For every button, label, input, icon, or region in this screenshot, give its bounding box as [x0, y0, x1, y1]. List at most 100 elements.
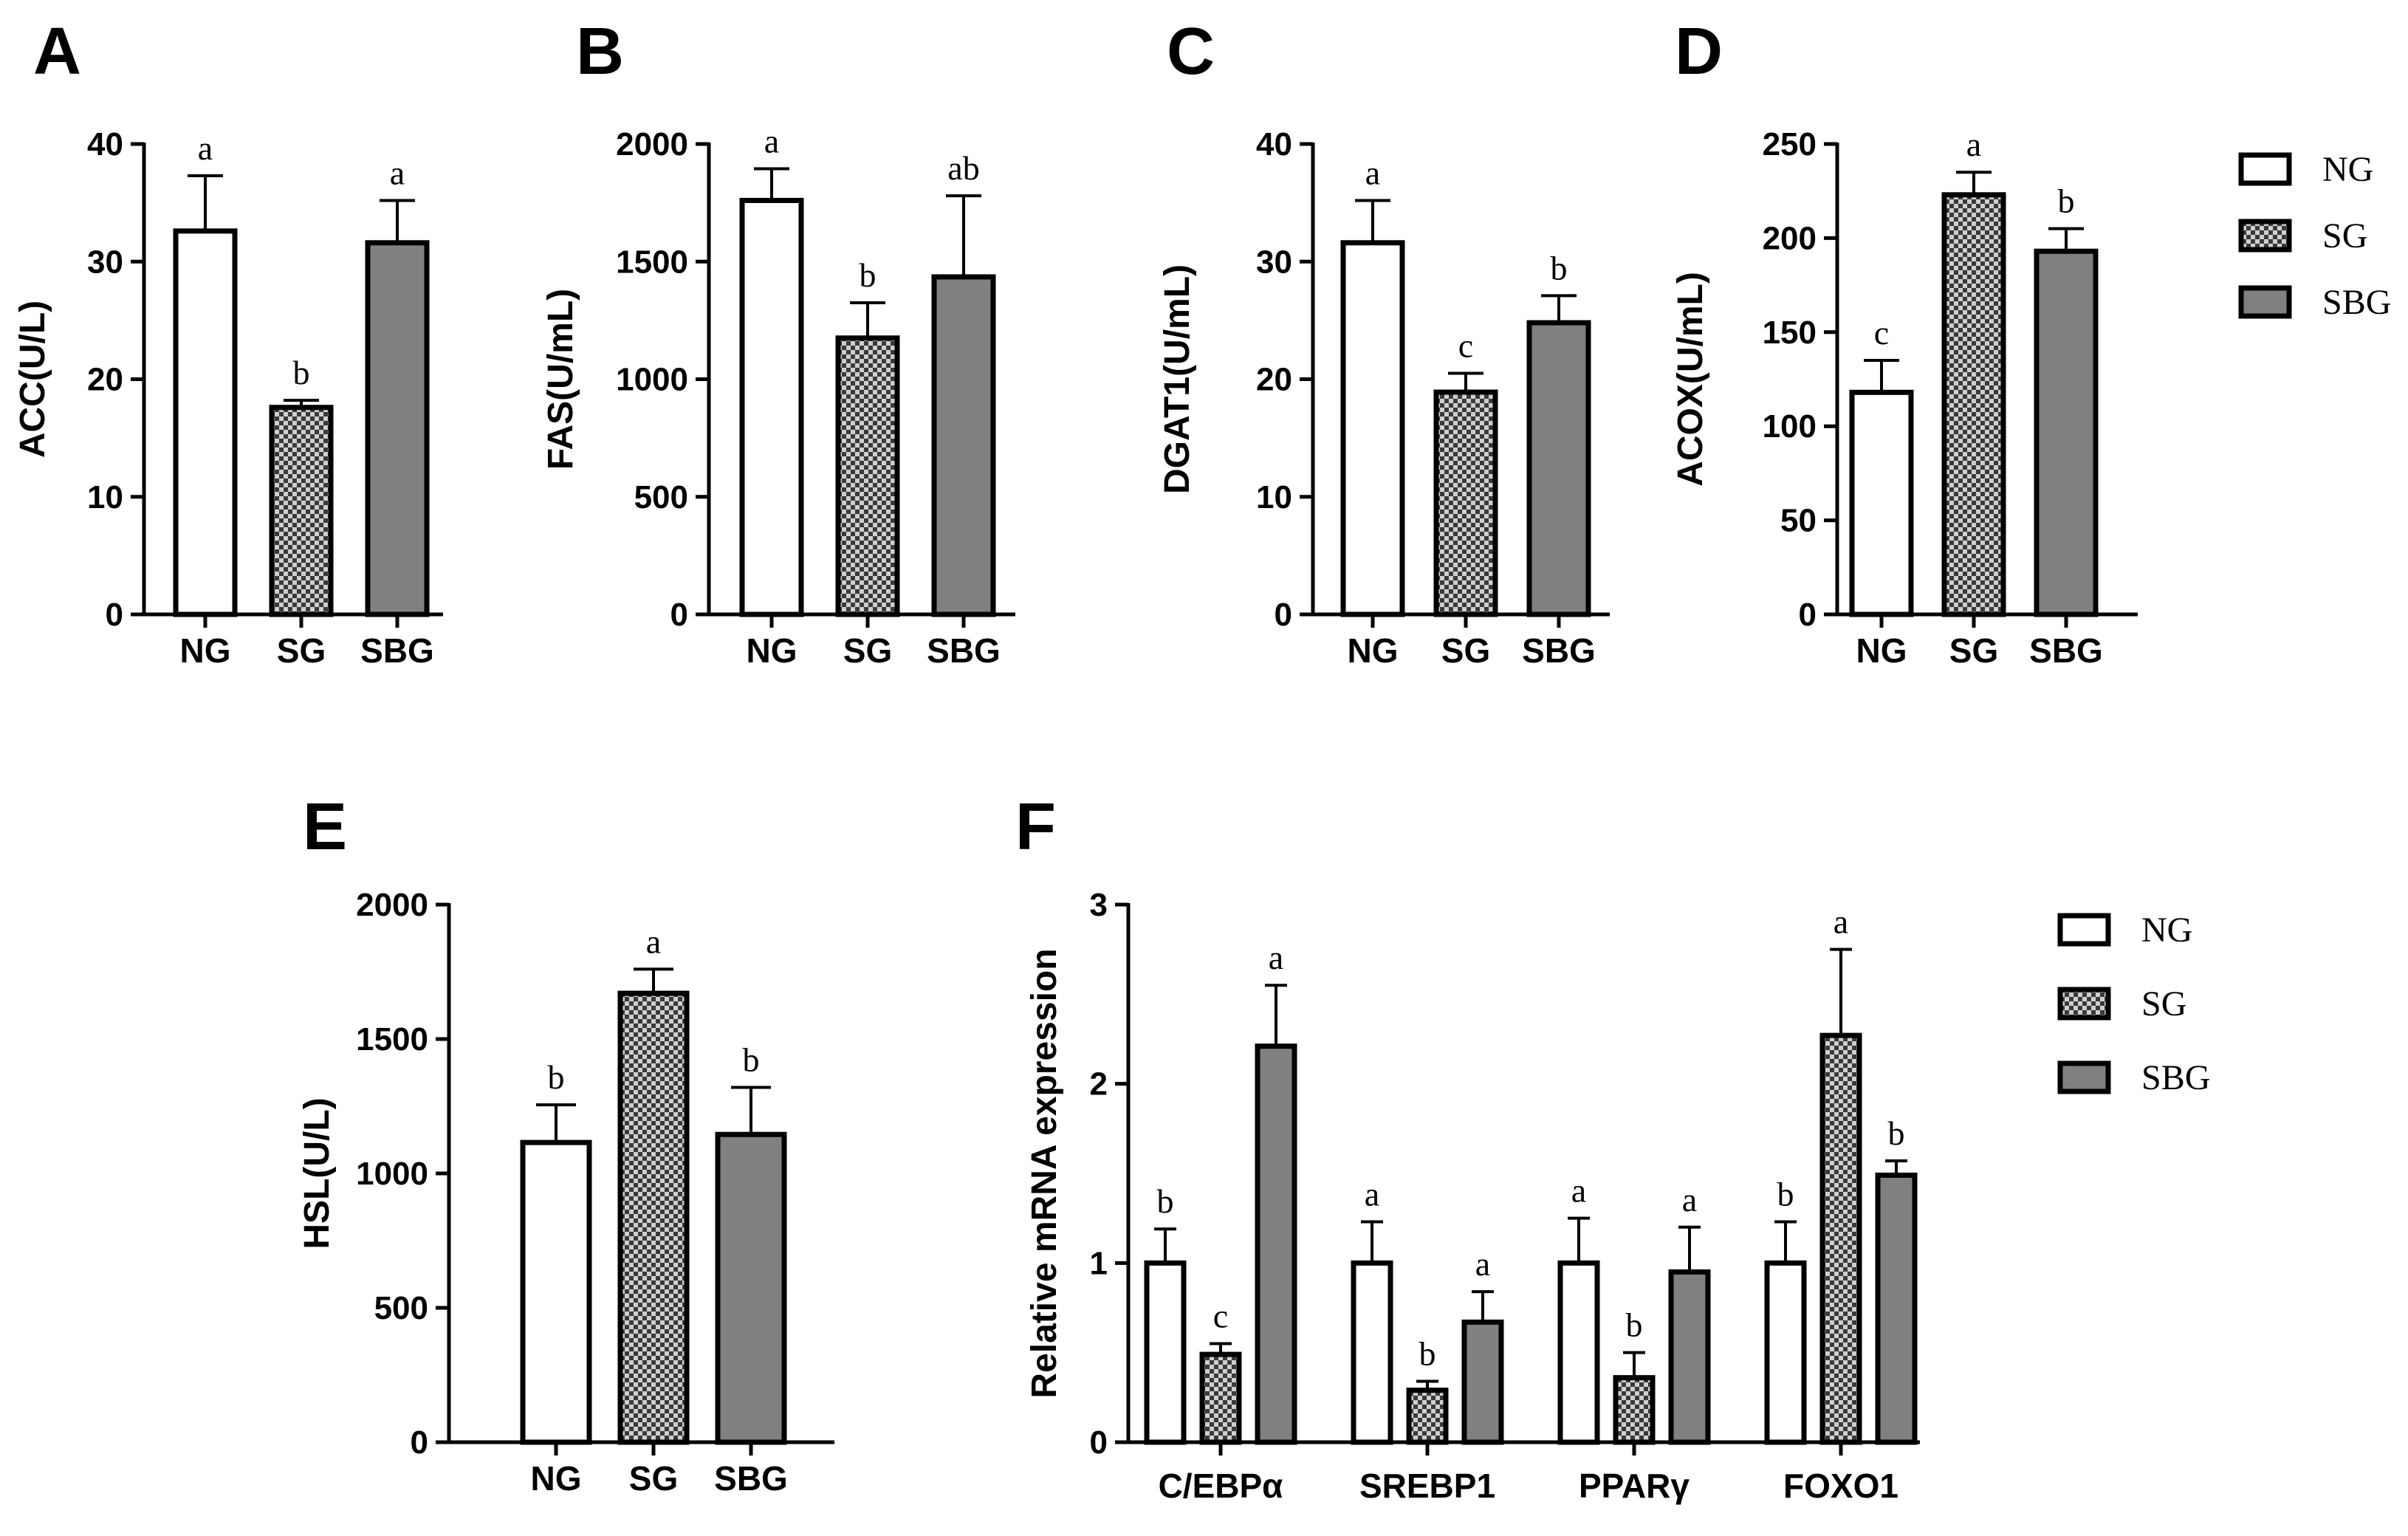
y-axis-label: ACC(U/L): [13, 301, 52, 458]
significance-letter: c: [1458, 327, 1473, 365]
legend-swatch-ng: [2238, 152, 2292, 186]
significance-letter: a: [1834, 903, 1848, 941]
panel-A: A 0 10 20 30 40 ACC(U/L) a NG b SG a SBG: [13, 15, 443, 670]
legend-label: SBG: [2141, 1058, 2210, 1097]
y-tick-label: 150: [1763, 315, 1817, 351]
y-tick-label: 2000: [356, 887, 428, 923]
significance-letter: b: [1419, 1334, 1436, 1372]
significance-letter: b: [1551, 249, 1568, 287]
significance-letter: a: [1966, 126, 1981, 163]
y-axis-label: FAS(U/mL): [541, 289, 580, 470]
y-tick-label: 100: [1763, 408, 1817, 445]
legend-label: SG: [2141, 984, 2186, 1024]
bar-sg: [1199, 1351, 1242, 1445]
x-tick-label: SG: [629, 1459, 678, 1498]
x-tick-label: SBG: [1522, 631, 1596, 670]
x-tick-label: SBG: [714, 1459, 788, 1498]
bar-sbg: [1875, 1172, 1918, 1445]
y-tick-label: 250: [1763, 126, 1817, 162]
y-tick-label: 0: [1275, 597, 1292, 633]
panel-letter: A: [33, 15, 81, 89]
bar-sg: [269, 405, 334, 617]
bar-sbg: [715, 1131, 787, 1445]
bar-sg: [1819, 1032, 1862, 1445]
x-tick-label: PPARγ: [1579, 1467, 1690, 1505]
bar-ng: [1340, 240, 1405, 617]
bar-sbg: [2034, 248, 2099, 617]
x-tick-label: NG: [747, 631, 797, 670]
y-axis-label: HSL(U/L): [298, 1097, 337, 1249]
bar-sg: [1941, 192, 2006, 617]
legend-swatch-sg: [2238, 219, 2292, 253]
y-tick-label: 40: [1256, 126, 1292, 162]
y-tick-label: 0: [670, 597, 688, 633]
bar-sg: [1433, 389, 1498, 617]
significance-letter: a: [1365, 154, 1380, 191]
legend-2: NG SG SBG: [2057, 911, 2210, 1097]
bar-ng: [1764, 1260, 1807, 1445]
y-tick-label: 500: [634, 479, 688, 515]
x-tick-label: FOXO1: [1783, 1467, 1898, 1505]
x-tick-label: NG: [1856, 631, 1907, 670]
panel-letter: C: [1167, 15, 1215, 89]
y-tick-label: 30: [1256, 244, 1292, 280]
y-tick-label: 10: [87, 479, 123, 515]
panel-F: F 0 1 2 3 Relative mRNA expression b c a C/EBPα a b…: [1015, 790, 1920, 1505]
y-tick-label: 2000: [616, 126, 688, 162]
y-tick-label: 0: [411, 1424, 428, 1461]
x-tick-label: SG: [843, 631, 892, 670]
x-tick-label: NG: [1348, 631, 1399, 670]
legend-swatch-sbg: [2057, 1060, 2111, 1094]
y-axis-label: Relative mRNA expression: [1025, 948, 1064, 1398]
bar-sbg: [1526, 320, 1591, 617]
significance-letter: b: [293, 354, 310, 391]
y-tick-label: 40: [87, 126, 123, 162]
x-tick-label: NG: [531, 1459, 582, 1498]
x-tick-label: SG: [1441, 631, 1490, 670]
y-tick-label: 50: [1780, 503, 1817, 539]
significance-letter: a: [1475, 1245, 1490, 1283]
bar-ng: [1557, 1260, 1600, 1445]
bar-sbg: [1255, 1043, 1297, 1445]
y-tick-label: 0: [106, 597, 123, 633]
legend-label: NG: [2141, 911, 2192, 950]
bar-ng: [1849, 389, 1914, 617]
x-tick-label: SG: [277, 631, 326, 670]
y-tick-label: 10: [1256, 479, 1292, 515]
significance-letter: a: [764, 122, 779, 160]
significance-letter: b: [1888, 1114, 1905, 1152]
significance-letter: b: [1777, 1176, 1794, 1213]
panel-letter: E: [303, 790, 347, 864]
y-tick-label: 1500: [616, 244, 688, 280]
x-tick-label: SREBP1: [1359, 1467, 1495, 1505]
legend-label: SG: [2322, 216, 2367, 256]
x-tick-label: C/EBPα: [1159, 1467, 1283, 1505]
bar-sg: [1406, 1388, 1449, 1445]
legend-label: NG: [2322, 150, 2373, 189]
bar-sg: [1613, 1375, 1656, 1445]
significance-letter: b: [860, 256, 877, 294]
y-tick-label: 500: [374, 1290, 428, 1326]
legend-1: NG SG SBG: [2238, 150, 2391, 322]
panel-letter: B: [576, 15, 624, 89]
y-tick-label: 3: [1090, 887, 1108, 923]
bar-sg: [617, 990, 690, 1445]
bar-sbg: [365, 240, 430, 617]
y-tick-label: 30: [87, 244, 123, 280]
bar-ng: [1144, 1260, 1187, 1445]
significance-letter: a: [1269, 939, 1283, 976]
y-tick-label: 0: [1799, 597, 1817, 633]
bar-ng: [1351, 1260, 1393, 1445]
y-tick-label: 0: [1090, 1424, 1108, 1461]
significance-letter: c: [1874, 314, 1889, 352]
significance-letter: b: [743, 1041, 760, 1079]
significance-letter: a: [390, 154, 405, 191]
significance-letter: a: [1682, 1181, 1697, 1218]
bar-ng: [739, 197, 804, 617]
panel-letter: F: [1015, 790, 1056, 864]
panel-E: E 0 500 1000 1500 2000 HSL(U/L) b NG a SG b SBG: [298, 790, 834, 1498]
significance-letter: b: [1157, 1182, 1174, 1220]
y-tick-label: 1000: [616, 362, 688, 398]
bar-sbg: [1668, 1269, 1711, 1445]
